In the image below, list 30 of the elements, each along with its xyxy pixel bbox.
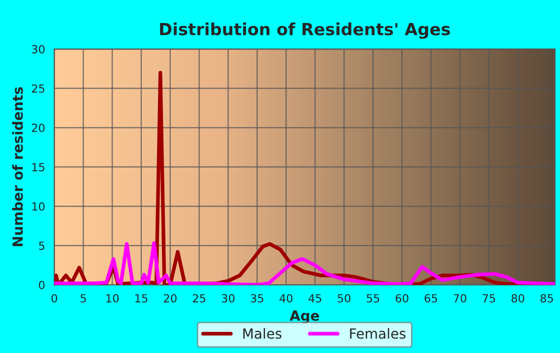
y-tick-label: 20 [32, 124, 45, 132]
x-tick-label: 60 [396, 294, 408, 302]
x-tick-label: 20 [164, 294, 177, 302]
x-tick-label: 45 [308, 294, 322, 302]
x-tick-label: 40 [280, 294, 292, 302]
x-tick-label: 5 [80, 294, 86, 302]
y-tick-label: 10 [32, 202, 45, 211]
x-tick-label: 30 [222, 294, 234, 302]
x-tick-label: 50 [338, 294, 350, 302]
x-tick-label: 75 [482, 294, 495, 302]
x-axis-title: Age [290, 310, 320, 324]
y-tick-label: 5 [39, 242, 44, 250]
y-tick-label: 15 [32, 163, 44, 172]
y-tick-label: 0 [38, 280, 45, 290]
x-tick-label: 55 [366, 294, 380, 302]
x-tick-label: 85 [540, 294, 553, 302]
y-tick-label: 30 [32, 45, 45, 54]
x-tick-label: 15 [135, 294, 148, 302]
legend-label: Males [243, 328, 282, 339]
chart-title: Distribution of Residents' Ages [160, 22, 450, 39]
legend-label: Females [350, 328, 406, 339]
x-tick-label: 0 [52, 294, 58, 302]
y-tick-label: 25 [32, 84, 44, 93]
x-tick-label: 35 [250, 294, 264, 302]
x-tick-label: 65 [424, 294, 438, 302]
x-tick-label: 70 [454, 294, 466, 302]
y-axis-title: Number of residents [12, 87, 23, 246]
x-tick-label: 25 [192, 294, 206, 302]
x-tick-label: 10 [106, 294, 119, 302]
x-tick-label: 80 [512, 294, 524, 302]
